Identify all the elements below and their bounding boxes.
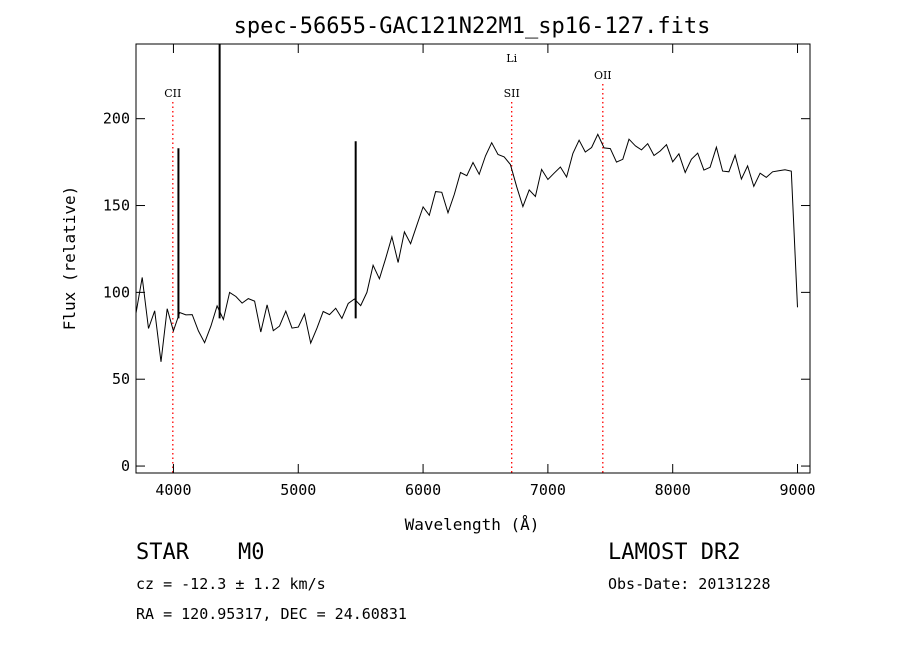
survey-label: LAMOST DR2 [608, 540, 741, 565]
chart-title: spec-56655-GAC121N22M1_sp16-127.fits [234, 14, 711, 39]
series-group [135, 44, 798, 362]
subclass-label: M0 [238, 540, 265, 565]
x-tick-label: 4000 [155, 481, 191, 499]
x-tick-label: 8000 [655, 481, 691, 499]
x-axis-label: Wavelength (Å) [405, 515, 540, 534]
spectrum-line [135, 133, 798, 362]
reference-label-sii: SII [504, 87, 520, 100]
y-tick-label: 150 [103, 197, 130, 215]
y-tick-label: 0 [121, 457, 130, 475]
x-tick-label: 9000 [779, 481, 815, 499]
y-tick-label: 200 [103, 110, 130, 128]
coords-label: RA = 120.95317, DEC = 24.60831 [136, 605, 407, 623]
reference-label-oii: OII [594, 69, 612, 82]
y-tick-label: 50 [112, 370, 130, 388]
x-tick-label: 5000 [280, 481, 316, 499]
obs-date-label: Obs-Date: 20131228 [608, 575, 771, 593]
reference-lines: CII SII Li OII [164, 52, 612, 473]
cz-label: cz = -12.3 ± 1.2 km/s [136, 575, 326, 593]
x-tick-label: 6000 [405, 481, 441, 499]
x-tick-label: 7000 [530, 481, 566, 499]
plot-frame [135, 43, 811, 474]
axis-ticks: 4000 5000 6000 7000 8000 9000 0 50 100 150 200 [103, 44, 816, 499]
reference-label-li: Li [506, 52, 517, 65]
class-label: STAR [136, 540, 189, 565]
y-axis-label: Flux (relative) [60, 186, 79, 331]
y-tick-label: 100 [103, 283, 130, 301]
reference-label-cii: CII [164, 87, 181, 100]
